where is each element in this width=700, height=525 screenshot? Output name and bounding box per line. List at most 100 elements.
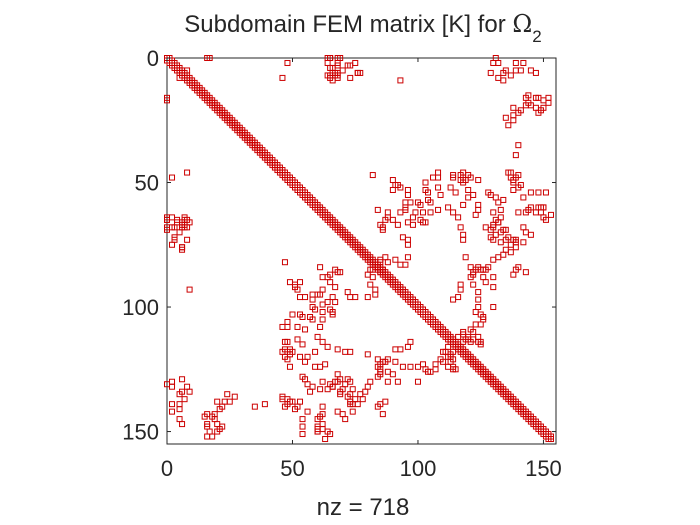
nonzero-marker <box>437 191 444 198</box>
nonzero-marker <box>294 403 301 410</box>
nonzero-marker <box>352 59 359 66</box>
nonzero-marker <box>284 338 291 345</box>
nonzero-marker <box>294 323 301 330</box>
nonzero-marker <box>460 201 467 208</box>
nonzero-marker <box>520 239 527 246</box>
nonzero-marker <box>495 219 502 226</box>
nonzero-marker <box>327 279 334 286</box>
chart-title-symbol: Ω <box>512 10 532 38</box>
nonzero-marker <box>337 269 344 276</box>
nonzero-marker <box>512 152 519 159</box>
nonzero-marker <box>261 401 268 408</box>
nonzero-marker <box>299 431 306 438</box>
nonzero-marker <box>184 67 191 74</box>
nonzero-marker <box>502 226 509 233</box>
nonzero-marker <box>349 408 356 415</box>
x-tick-label: 100 <box>400 456 437 481</box>
nonzero-marker <box>329 383 336 390</box>
nonzero-marker <box>517 107 524 114</box>
nonzero-marker <box>372 291 379 298</box>
nonzero-marker <box>314 333 321 340</box>
nonzero-marker <box>445 343 452 350</box>
nonzero-marker <box>281 346 288 353</box>
nonzero-marker <box>179 421 186 428</box>
nonzero-marker <box>505 122 512 129</box>
nonzero-marker <box>319 403 326 410</box>
nonzero-marker <box>532 69 539 76</box>
nonzero-marker <box>482 279 489 286</box>
nonzero-marker <box>457 172 464 179</box>
nonzero-marker <box>382 398 389 405</box>
nonzero-marker <box>522 269 529 276</box>
nonzero-marker <box>460 179 467 186</box>
nonzero-marker <box>507 72 514 79</box>
nonzero-marker <box>186 286 193 293</box>
nonzero-marker <box>527 189 534 196</box>
nonzero-marker <box>475 177 482 184</box>
nonzero-marker <box>332 299 339 306</box>
nonzero-marker <box>347 378 354 385</box>
nonzero-marker <box>397 77 404 84</box>
nonzero-marker <box>480 316 487 323</box>
nonzero-marker <box>427 209 434 216</box>
nonzero-marker <box>347 74 354 81</box>
x-axis-label: nz = 718 <box>317 494 410 521</box>
x-tick-label: 0 <box>161 456 173 481</box>
nonzero-marker <box>427 368 434 375</box>
nonzero-marker <box>342 416 349 423</box>
nonzero-marker <box>319 309 326 316</box>
nonzero-marker <box>319 316 326 323</box>
y-tick-label: 0 <box>147 46 159 71</box>
nonzero-marker <box>470 281 477 288</box>
chart-title-prefix: Subdomain FEM matrix [K] for <box>184 11 512 38</box>
nonzero-marker <box>216 406 223 413</box>
nonzero-marker <box>490 236 497 243</box>
nonzero-marker <box>435 184 442 191</box>
nonzero-marker <box>465 186 472 193</box>
nonzero-marker <box>527 102 534 109</box>
nonzero-marker <box>374 206 381 213</box>
nonzero-marker <box>367 378 374 385</box>
nonzero-marker <box>394 221 401 228</box>
nonzero-marker <box>512 174 519 181</box>
nonzero-marker <box>457 286 464 293</box>
nonzero-marker <box>184 216 191 223</box>
chart-title: Subdomain FEM matrix [K] for Ω2 <box>184 10 541 46</box>
nonzero-marker <box>527 231 534 238</box>
nonzero-marker <box>281 259 288 266</box>
nonzero-marker <box>299 423 306 430</box>
nonzero-marker <box>547 436 554 443</box>
nonzero-marker <box>512 59 519 66</box>
nonzero-marker <box>465 333 472 340</box>
nonzero-marker <box>169 224 176 231</box>
nonzero-marker <box>317 323 324 330</box>
nonzero-marker <box>174 219 181 226</box>
nonzero-marker <box>349 401 356 408</box>
nonzero-marker <box>169 408 176 415</box>
nonzero-marker <box>324 428 331 435</box>
nonzero-marker <box>404 254 411 261</box>
nonzero-marker <box>384 378 391 385</box>
nonzero-marker <box>450 296 457 303</box>
nonzero-marker <box>369 172 376 179</box>
nonzero-marker <box>460 236 467 243</box>
nonzero-marker <box>507 169 514 176</box>
nonzero-marker <box>367 281 374 288</box>
plot-area <box>166 57 557 445</box>
nonzero-marker <box>472 321 479 328</box>
nonzero-marker <box>487 69 494 76</box>
nonzero-marker <box>540 214 547 221</box>
nonzero-marker <box>329 311 336 318</box>
nonzero-marker <box>164 97 170 104</box>
nonzero-marker <box>211 416 218 423</box>
nonzero-marker <box>389 371 396 378</box>
nonzero-marker <box>500 196 507 203</box>
nonzero-marker <box>284 323 291 330</box>
nonzero-marker <box>304 381 311 388</box>
nonzero-marker <box>304 353 311 360</box>
nonzero-marker <box>319 274 326 281</box>
nonzero-marker <box>176 406 183 413</box>
nonzero-marker <box>475 289 482 296</box>
nonzero-marker <box>394 378 401 385</box>
nonzero-marker <box>337 391 344 398</box>
